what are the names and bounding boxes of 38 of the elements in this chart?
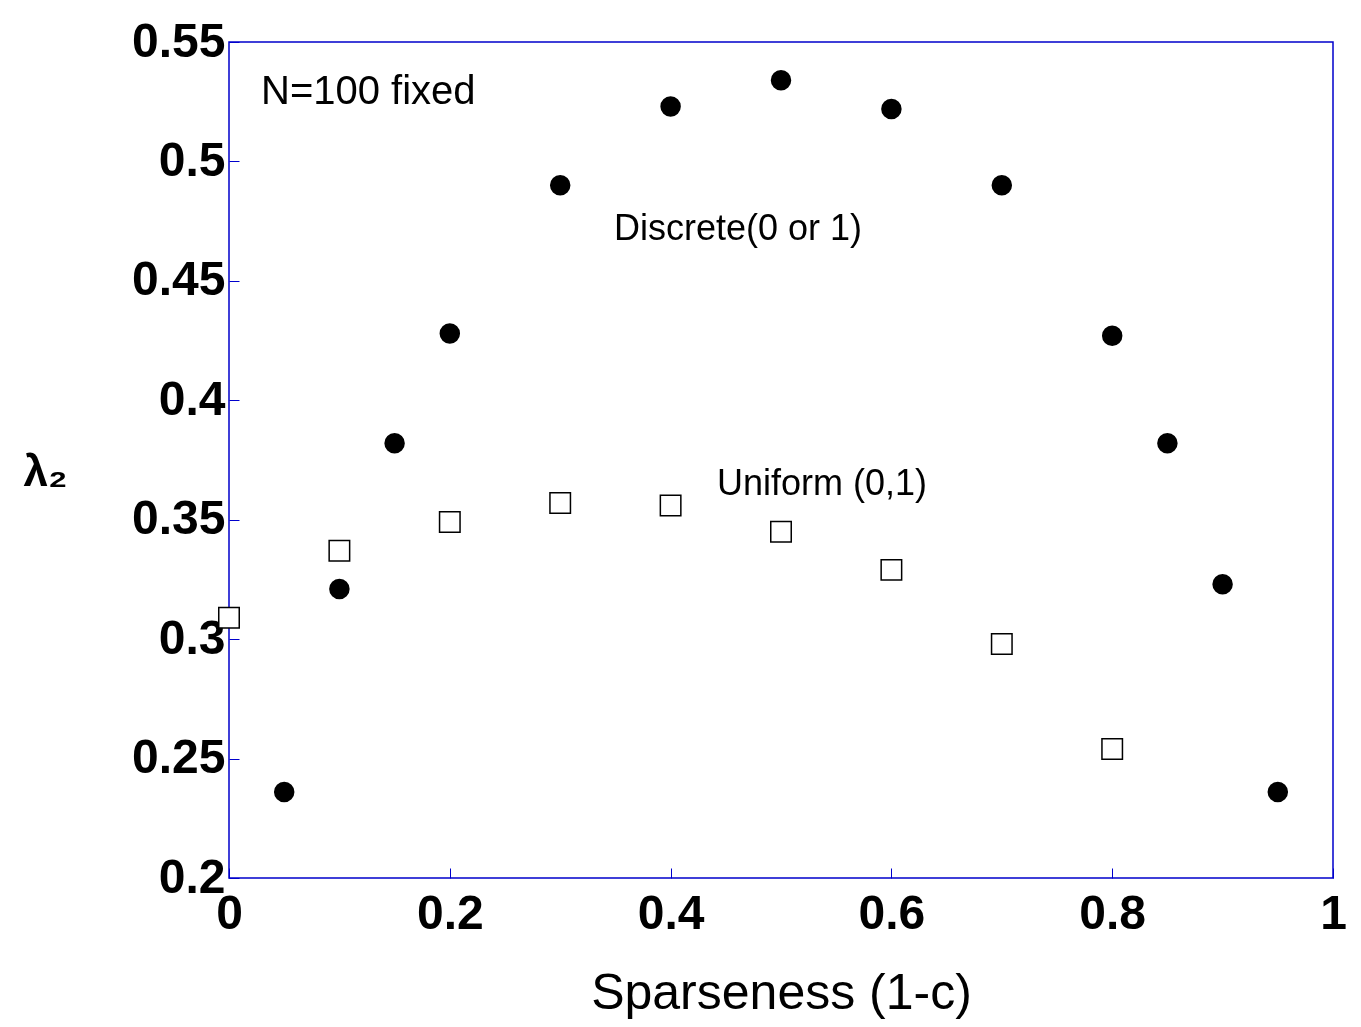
- point: [1101, 325, 1123, 347]
- point: [273, 781, 295, 803]
- point: [549, 492, 572, 514]
- x-axis-title: Sparseness (1-c): [591, 963, 972, 1020]
- point: [991, 175, 1013, 196]
- point: [549, 175, 571, 196]
- y-tick-label: 0.3: [158, 610, 226, 664]
- y-tick-label: 0.35: [132, 491, 226, 545]
- point: [880, 558, 903, 581]
- y-tick-label: 0.25: [132, 730, 226, 784]
- point: [438, 511, 461, 534]
- point: [770, 69, 792, 91]
- y-tick-label: 0.4: [158, 371, 226, 425]
- point: [329, 578, 350, 600]
- point: [770, 520, 792, 543]
- point: [328, 539, 351, 562]
- y-axis-title: λ₂: [23, 445, 68, 495]
- annotation: Uniform (0,1): [717, 462, 928, 503]
- point: [1157, 433, 1178, 454]
- point: [439, 323, 461, 344]
- y-tick-label: 0.45: [132, 252, 226, 306]
- point: [1212, 573, 1233, 595]
- point: [659, 494, 682, 517]
- y-tick-label: 0.55: [132, 13, 226, 67]
- point: [660, 96, 681, 117]
- annotation: Discrete(0 or 1): [614, 207, 863, 248]
- x-tick-label: 1: [1320, 885, 1347, 939]
- x-tick-label: 0.2: [416, 885, 484, 939]
- point: [881, 98, 902, 120]
- point: [1101, 738, 1124, 761]
- point: [990, 632, 1013, 655]
- x-tick-label: 0.4: [637, 885, 705, 939]
- x-tick-label: 0.6: [858, 885, 926, 939]
- y-tick-label: 0.5: [158, 132, 226, 186]
- point: [384, 433, 405, 454]
- x-tick-label: 0.8: [1079, 885, 1147, 939]
- annotation: N=100 fixed: [261, 68, 476, 112]
- point: [1267, 781, 1289, 803]
